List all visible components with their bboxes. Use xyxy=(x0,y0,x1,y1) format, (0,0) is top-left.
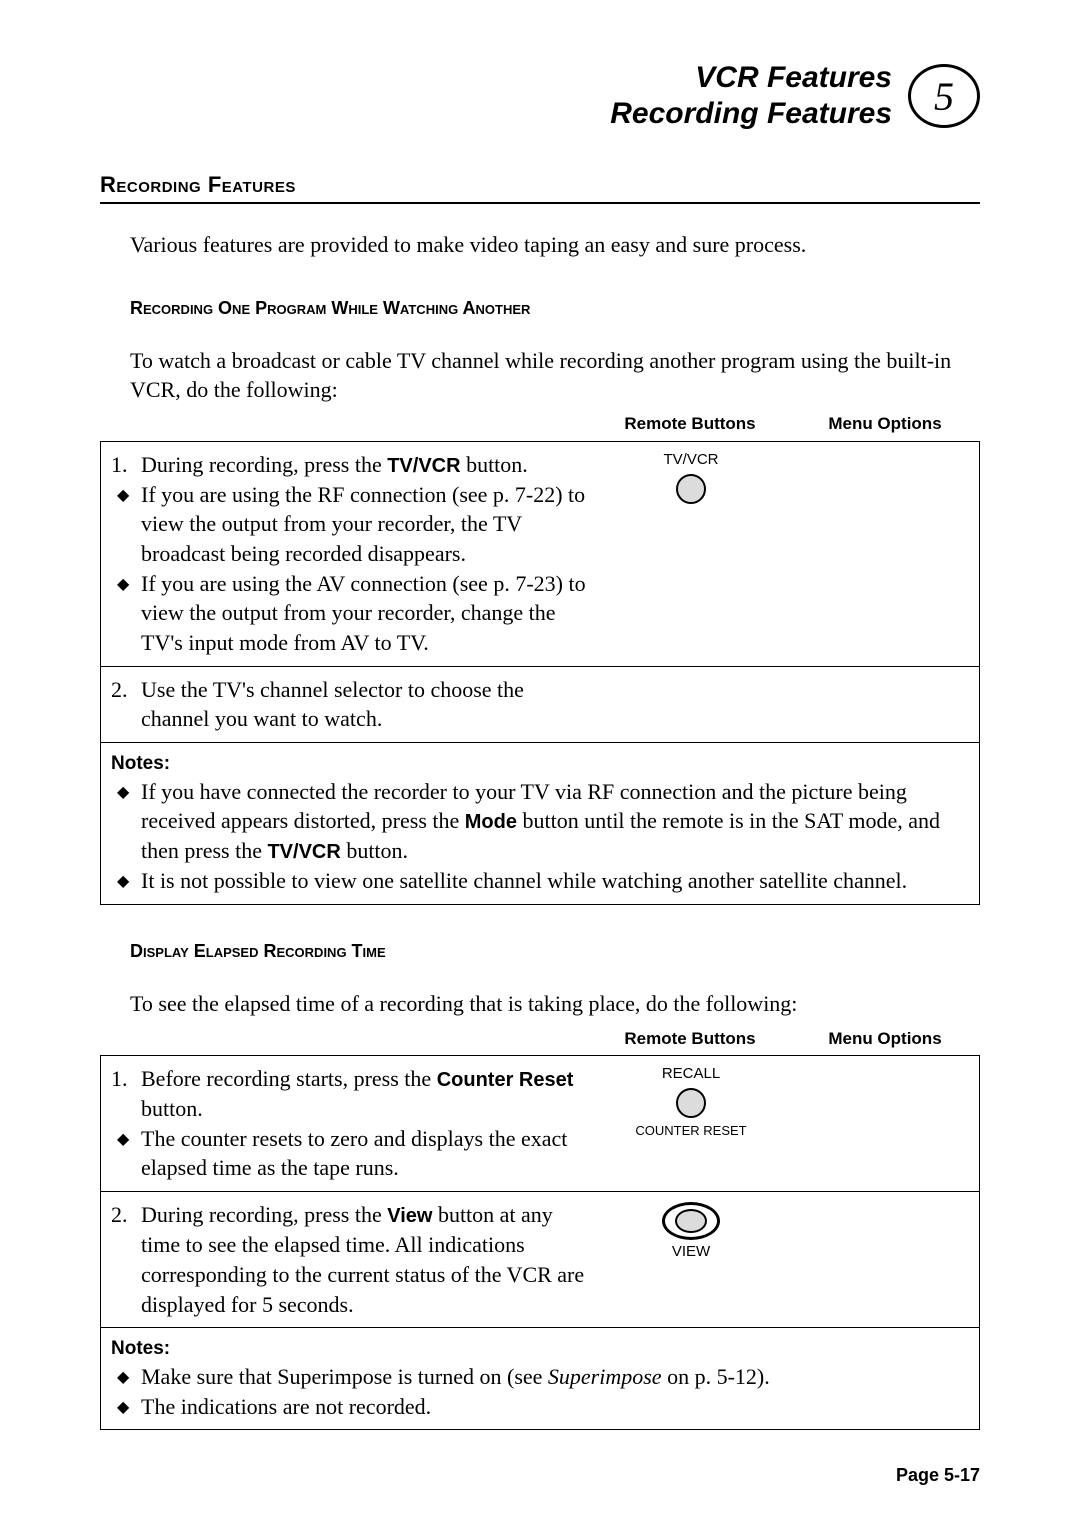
proc2-row1: 1. Before recording starts, press the Co… xyxy=(101,1056,979,1191)
diamond-icon xyxy=(117,569,131,658)
diamond-icon xyxy=(117,866,131,896)
header-titles: VCR Features Recording Features xyxy=(610,60,892,132)
proc1-step1: 1. During recording, press the TV/VCR bu… xyxy=(111,450,591,658)
col-remote-1: Remote Buttons xyxy=(590,414,790,434)
proc2-row2: 2. During recording, press the View butt… xyxy=(101,1191,979,1327)
header-title-2: Recording Features xyxy=(610,96,892,132)
col-menu-2: Menu Options xyxy=(790,1029,980,1049)
intro-text: Various features are provided to make vi… xyxy=(130,232,980,258)
column-headers-1: Remote Buttons Menu Options xyxy=(100,414,980,434)
section-title: Recording Features xyxy=(100,172,980,204)
diamond-icon xyxy=(117,777,131,867)
proc2-remote2: VIEW xyxy=(591,1200,791,1319)
proc2-notes: Notes: Make sure that Superimpose is tur… xyxy=(101,1327,979,1429)
col-menu-1: Menu Options xyxy=(790,414,980,434)
chapter-number: 5 xyxy=(934,73,954,120)
recall-button-icon xyxy=(676,1088,706,1118)
proc1-notes: Notes: If you have connected the recorde… xyxy=(101,742,979,904)
tv-vcr-button-icon xyxy=(676,474,706,504)
diamond-icon xyxy=(117,1124,131,1183)
proc2-remote1: RECALL COUNTER RESET xyxy=(591,1064,791,1183)
diamond-icon xyxy=(117,480,131,569)
proc2-step1: 1. Before recording starts, press the Co… xyxy=(111,1064,591,1183)
procedure-box-2: 1. Before recording starts, press the Co… xyxy=(100,1055,980,1430)
page-number: Page 5-17 xyxy=(896,1465,980,1486)
view-button-icon xyxy=(662,1202,720,1240)
subsection-1-title: Recording One Program While Watching Ano… xyxy=(130,298,980,319)
page-header: VCR Features Recording Features 5 xyxy=(100,60,980,132)
proc1-row1: 1. During recording, press the TV/VCR bu… xyxy=(101,442,979,666)
proc1-step2: 2.Use the TV's channel selector to choos… xyxy=(111,675,591,734)
header-title-1: VCR Features xyxy=(610,60,892,96)
proc1-row2: 2.Use the TV's channel selector to choos… xyxy=(101,666,979,742)
column-headers-2: Remote Buttons Menu Options xyxy=(100,1029,980,1049)
subsection-2-text: To see the elapsed time of a recording t… xyxy=(130,990,980,1019)
proc2-step2: 2. During recording, press the View butt… xyxy=(111,1200,591,1319)
procedure-box-1: 1. During recording, press the TV/VCR bu… xyxy=(100,441,980,906)
proc1-remote1: TV/VCR xyxy=(591,450,791,658)
chapter-badge: 5 xyxy=(908,64,980,128)
diamond-icon xyxy=(117,1392,131,1422)
subsection-2-title: Display Elapsed Recording Time xyxy=(130,941,980,962)
col-remote-2: Remote Buttons xyxy=(590,1029,790,1049)
subsection-1-text: To watch a broadcast or cable TV channel… xyxy=(130,347,980,404)
diamond-icon xyxy=(117,1362,131,1392)
